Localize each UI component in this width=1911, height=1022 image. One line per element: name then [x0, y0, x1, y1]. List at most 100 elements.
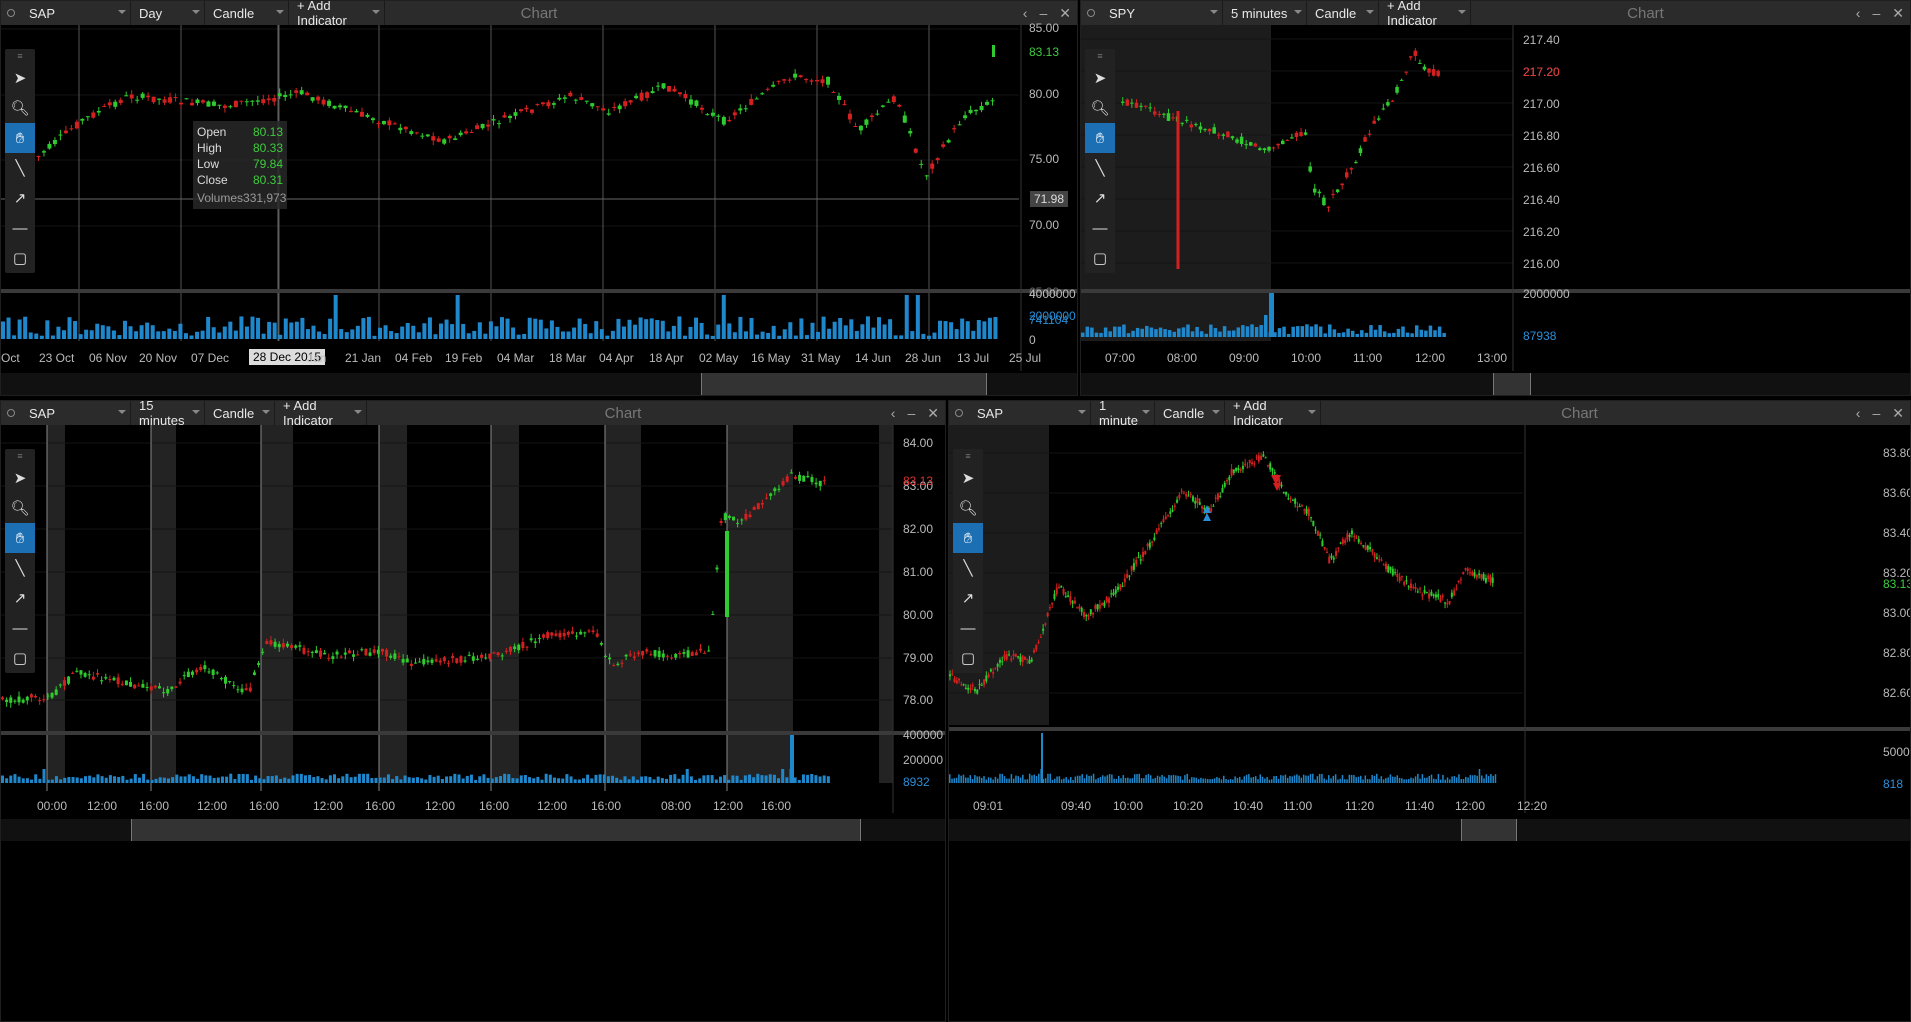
arrow-icon[interactable]: ↗ — [13, 190, 27, 207]
navigator-window[interactable] — [701, 373, 987, 395]
candle-chart-sap-15min[interactable] — [1, 401, 946, 1022]
candle-chart-spy-5min[interactable] — [1081, 1, 1911, 396]
pointer-icon[interactable]: ➤ — [13, 70, 27, 87]
buy-signal-icon[interactable] — [1203, 513, 1211, 521]
add-indicator-button[interactable]: + Add Indicator — [1379, 1, 1471, 28]
volume-bar — [904, 295, 909, 339]
sell-signal-icon[interactable] — [1273, 483, 1281, 491]
menu-grip-icon[interactable]: ≡ — [965, 451, 971, 461]
volume-bar — [1138, 773, 1141, 783]
volume-bar — [899, 335, 904, 339]
volume-bar — [1103, 327, 1108, 337]
session-shade — [151, 425, 176, 783]
minimize-icon[interactable]: – — [1039, 5, 1048, 21]
rectangle-icon[interactable]: ▢ — [12, 650, 28, 667]
navigator-window[interactable] — [1461, 819, 1517, 841]
zoom-icon[interactable]: 🔍︎ — [958, 500, 978, 517]
buy-signal-icon[interactable] — [1203, 505, 1211, 513]
back-icon[interactable]: ‹ — [1855, 5, 1861, 21]
time-navigator[interactable] — [1, 819, 945, 841]
volume-bar — [606, 776, 610, 783]
close-icon[interactable]: ✕ — [927, 404, 939, 421]
symbol-selector[interactable]: SAP — [21, 1, 131, 25]
interval-selector[interactable]: 15 minutes — [131, 401, 205, 428]
time-navigator[interactable] — [1, 373, 1077, 395]
navigator-window[interactable] — [131, 819, 861, 841]
pointer-icon[interactable]: ➤ — [1093, 70, 1107, 87]
volume-bar — [424, 779, 428, 783]
pan-hand-icon[interactable]: ✋︎ — [1085, 123, 1115, 153]
candle-chart-sap-1min[interactable] — [949, 401, 1911, 1022]
horizontal-line-icon[interactable]: — — [960, 619, 976, 637]
arrow-icon[interactable]: ↗ — [1093, 190, 1107, 207]
back-icon[interactable]: ‹ — [1855, 405, 1861, 421]
symbol-selector[interactable]: SPY — [1101, 1, 1223, 25]
zoom-icon[interactable]: 🔍︎ — [1090, 100, 1110, 117]
navigator-window[interactable] — [1493, 373, 1531, 395]
time-navigator[interactable] — [1081, 373, 1910, 395]
candle — [41, 151, 46, 153]
volume-bar — [1382, 779, 1385, 783]
horizontal-line-icon[interactable]: — — [12, 219, 28, 237]
chart-type-selector[interactable]: Candle — [205, 401, 275, 425]
candle — [1312, 520, 1315, 526]
volume-bar — [317, 331, 322, 339]
candle-chart-sap-day[interactable] — [1, 1, 1078, 396]
candle — [46, 695, 50, 697]
menu-grip-icon[interactable]: ≡ — [1097, 51, 1103, 61]
zoom-icon[interactable]: 🔍︎ — [10, 100, 30, 117]
candle — [1321, 540, 1324, 547]
candle — [1317, 191, 1322, 194]
volume-bar — [1414, 325, 1419, 337]
candle — [74, 121, 79, 129]
sell-signal-icon[interactable] — [1271, 475, 1281, 485]
candle — [1298, 506, 1301, 508]
pan-hand-icon[interactable]: ✋︎ — [5, 523, 35, 553]
add-indicator-button[interactable]: + Add Indicator — [1225, 401, 1321, 428]
minimize-icon[interactable]: – — [907, 405, 916, 421]
pointer-icon[interactable]: ➤ — [961, 470, 975, 487]
window-controls: ‹ – ✕ — [1856, 401, 1904, 425]
rectangle-icon[interactable]: ▢ — [12, 250, 28, 267]
rectangle-icon[interactable]: ▢ — [960, 650, 976, 667]
chart-type-selector[interactable]: Candle — [1307, 1, 1379, 25]
close-icon[interactable]: ✕ — [1892, 404, 1904, 421]
candle — [590, 103, 595, 107]
pan-hand-icon[interactable]: ✋︎ — [5, 123, 35, 153]
arrow-icon[interactable]: ↗ — [13, 590, 27, 607]
pointer-icon[interactable]: ➤ — [13, 470, 27, 487]
zoom-icon[interactable]: 🔍︎ — [10, 500, 30, 517]
close-icon[interactable]: ✕ — [1892, 4, 1904, 21]
horizontal-line-icon[interactable]: — — [12, 619, 28, 637]
chart-type-selector[interactable]: Candle — [1155, 401, 1225, 425]
line-icon[interactable]: ╲ — [15, 160, 25, 177]
minimize-icon[interactable]: – — [1872, 5, 1881, 21]
symbol-selector[interactable]: SAP — [21, 401, 131, 425]
line-icon[interactable]: ╲ — [963, 560, 973, 577]
horizontal-line-icon[interactable]: — — [1092, 219, 1108, 237]
volume-bar — [1446, 777, 1449, 783]
add-indicator-button[interactable]: + Add Indicator — [289, 1, 385, 28]
symbol-selector[interactable]: SAP — [969, 401, 1091, 425]
volume-bar — [67, 777, 71, 783]
interval-selector[interactable]: 1 minute — [1091, 401, 1155, 428]
interval-selector[interactable]: 5 minutes — [1223, 1, 1307, 25]
rectangle-icon[interactable]: ▢ — [1092, 250, 1108, 267]
pan-hand-icon[interactable]: ✋︎ — [953, 523, 983, 553]
menu-grip-icon[interactable]: ≡ — [17, 51, 23, 61]
chart-type-selector[interactable]: Candle — [205, 1, 289, 25]
volume-bar — [117, 335, 122, 339]
arrow-icon[interactable]: ↗ — [961, 590, 975, 607]
menu-grip-icon[interactable]: ≡ — [17, 451, 23, 461]
back-icon[interactable]: ‹ — [1022, 5, 1028, 21]
interval-selector[interactable]: Day — [131, 1, 205, 25]
line-icon[interactable]: ╲ — [15, 560, 25, 577]
minimize-icon[interactable]: – — [1872, 405, 1881, 421]
back-icon[interactable]: ‹ — [890, 405, 896, 421]
volume-bar — [1236, 778, 1239, 783]
line-icon[interactable]: ╲ — [1095, 160, 1105, 177]
close-icon[interactable]: ✕ — [1059, 4, 1071, 21]
volume-bar — [39, 335, 44, 339]
time-navigator[interactable] — [949, 819, 1910, 841]
add-indicator-button[interactable]: + Add Indicator — [275, 401, 367, 428]
